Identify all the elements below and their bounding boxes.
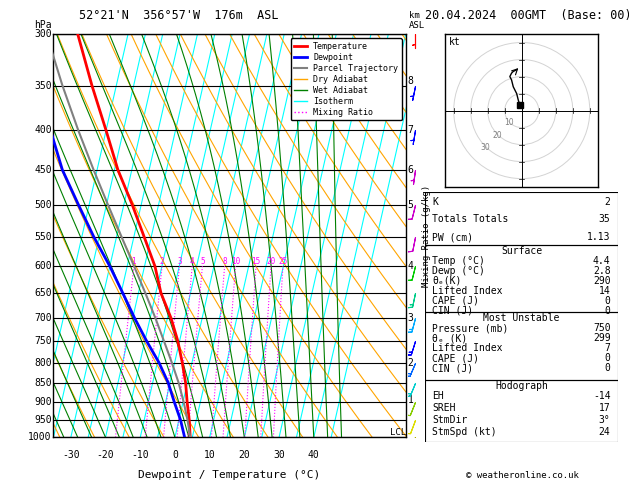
Text: Hodograph: Hodograph	[495, 381, 548, 391]
Text: 7: 7	[408, 125, 413, 136]
Text: K: K	[432, 197, 438, 207]
Text: 400: 400	[34, 125, 52, 136]
Text: km
ASL: km ASL	[409, 11, 425, 30]
Text: 0: 0	[172, 450, 178, 459]
Text: 0: 0	[604, 353, 611, 363]
Text: 1000: 1000	[28, 433, 52, 442]
Text: -20: -20	[97, 450, 114, 459]
Text: Totals Totals: Totals Totals	[432, 214, 509, 225]
Text: 2: 2	[604, 197, 611, 207]
Text: 1: 1	[131, 257, 136, 266]
Text: CAPE (J): CAPE (J)	[432, 296, 479, 306]
Text: 30: 30	[273, 450, 285, 459]
Text: Most Unstable: Most Unstable	[483, 313, 560, 323]
Text: 290: 290	[593, 276, 611, 286]
Text: Surface: Surface	[501, 246, 542, 256]
Text: -10: -10	[131, 450, 149, 459]
Text: 600: 600	[34, 261, 52, 271]
Legend: Temperature, Dewpoint, Parcel Trajectory, Dry Adiabat, Wet Adiabat, Isotherm, Mi: Temperature, Dewpoint, Parcel Trajectory…	[291, 38, 401, 121]
Text: 2: 2	[160, 257, 164, 266]
Text: 300: 300	[34, 29, 52, 39]
Text: 950: 950	[34, 415, 52, 425]
Text: 20.04.2024  00GMT  (Base: 00): 20.04.2024 00GMT (Base: 00)	[425, 9, 629, 22]
Text: 450: 450	[34, 165, 52, 175]
Text: -14: -14	[593, 391, 611, 400]
Text: PW (cm): PW (cm)	[432, 232, 474, 242]
Text: 0: 0	[604, 296, 611, 306]
Text: θₑ(K): θₑ(K)	[432, 276, 462, 286]
Text: EH: EH	[432, 391, 444, 400]
Text: 4: 4	[408, 261, 413, 271]
Text: 25: 25	[278, 257, 287, 266]
Text: 10: 10	[204, 450, 216, 459]
Text: 20: 20	[267, 257, 276, 266]
Text: 750: 750	[593, 323, 611, 333]
Text: 6: 6	[408, 165, 413, 175]
Text: © weatheronline.co.uk: © weatheronline.co.uk	[465, 471, 579, 480]
Text: SREH: SREH	[432, 403, 456, 413]
Text: StmSpd (kt): StmSpd (kt)	[432, 427, 497, 437]
Text: 7: 7	[604, 343, 611, 353]
Text: 0: 0	[604, 363, 611, 373]
Text: Lifted Index: Lifted Index	[432, 286, 503, 296]
Text: 5: 5	[200, 257, 204, 266]
Text: 14: 14	[599, 286, 611, 296]
Text: 30: 30	[480, 143, 490, 152]
Text: 5: 5	[408, 200, 413, 210]
Text: 15: 15	[252, 257, 260, 266]
Text: 8: 8	[222, 257, 227, 266]
Text: 800: 800	[34, 358, 52, 367]
Text: CAPE (J): CAPE (J)	[432, 353, 479, 363]
Text: 40: 40	[308, 450, 320, 459]
Text: 3°: 3°	[599, 415, 611, 425]
Bar	[425, 192, 618, 244]
Text: 10: 10	[504, 118, 515, 127]
Text: θₑ (K): θₑ (K)	[432, 333, 467, 343]
Text: 550: 550	[34, 232, 52, 242]
Text: 2: 2	[408, 358, 413, 367]
Bar	[425, 380, 618, 442]
Text: 700: 700	[34, 313, 52, 323]
Text: 750: 750	[34, 336, 52, 346]
Text: Pressure (mb): Pressure (mb)	[432, 323, 509, 333]
Text: CIN (J): CIN (J)	[432, 363, 474, 373]
Text: 8: 8	[408, 76, 413, 86]
Text: kt: kt	[448, 37, 460, 48]
Text: 10: 10	[231, 257, 240, 266]
Text: 1.13: 1.13	[587, 232, 611, 242]
Text: 850: 850	[34, 378, 52, 388]
Text: 20: 20	[238, 450, 250, 459]
Text: 500: 500	[34, 200, 52, 210]
Text: -30: -30	[62, 450, 80, 459]
Text: 35: 35	[599, 214, 611, 225]
Text: 3: 3	[408, 313, 413, 323]
Text: 650: 650	[34, 288, 52, 298]
Text: 24: 24	[599, 427, 611, 437]
Bar	[425, 312, 618, 380]
Text: 2.8: 2.8	[593, 266, 611, 276]
Bar	[425, 244, 618, 312]
Text: 0: 0	[604, 306, 611, 316]
Text: 52°21'N  356°57'W  176m  ASL: 52°21'N 356°57'W 176m ASL	[79, 9, 278, 22]
Text: Mixing Ratio (g/kg): Mixing Ratio (g/kg)	[422, 185, 431, 287]
Text: 900: 900	[34, 397, 52, 407]
Text: 4: 4	[190, 257, 194, 266]
Text: 20: 20	[493, 131, 502, 139]
Text: 350: 350	[34, 81, 52, 91]
Text: Dewp (°C): Dewp (°C)	[432, 266, 485, 276]
Text: 4.4: 4.4	[593, 256, 611, 266]
Text: Lifted Index: Lifted Index	[432, 343, 503, 353]
Text: StmDir: StmDir	[432, 415, 467, 425]
Text: LCL: LCL	[389, 428, 406, 437]
Text: 1: 1	[408, 395, 413, 405]
Text: 299: 299	[593, 333, 611, 343]
Text: hPa: hPa	[34, 20, 52, 30]
Text: Dewpoint / Temperature (°C): Dewpoint / Temperature (°C)	[138, 469, 321, 480]
Text: 17: 17	[599, 403, 611, 413]
Text: CIN (J): CIN (J)	[432, 306, 474, 316]
Text: Temp (°C): Temp (°C)	[432, 256, 485, 266]
Text: 3: 3	[177, 257, 182, 266]
